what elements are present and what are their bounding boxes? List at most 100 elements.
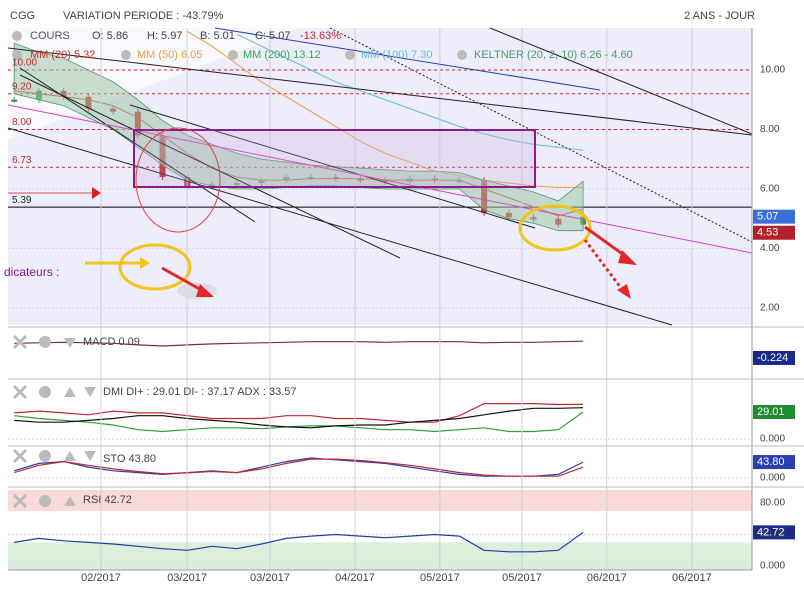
price-tag-label: 43.80 [757, 456, 785, 468]
gear-icon[interactable] [39, 386, 51, 398]
trend-line [129, 104, 536, 229]
drawings [7, 27, 804, 571]
quote-high: H: 5.97 [147, 30, 182, 42]
x-tick-label: 02/2017 [81, 572, 121, 584]
gear-icon[interactable] [39, 336, 51, 348]
price-tag [753, 350, 795, 365]
down-icon[interactable] [84, 387, 96, 397]
gear-icon[interactable] [39, 495, 51, 507]
y-tick-label: 10.00 [760, 65, 785, 76]
trend-line-blue [214, 27, 601, 91]
close-icon[interactable] [12, 384, 28, 400]
y-tick-label: 0.000 [760, 434, 785, 445]
legend-entry: MM (200) 13.12 [243, 49, 321, 61]
arrow-line [584, 225, 629, 260]
trend-line [7, 47, 753, 136]
y-tick-label: 8.00 [760, 124, 780, 135]
price-tag [753, 404, 795, 419]
arrow-head [618, 250, 637, 265]
overbought-zone [8, 490, 752, 511]
arrow-head [617, 284, 631, 299]
arrow-line [161, 266, 206, 294]
y-tick-label: 0.000 [760, 473, 785, 484]
trend-line-pink [7, 104, 753, 254]
series-line [14, 531, 584, 553]
trend-line-dotted [329, 27, 753, 243]
arrow-head [196, 284, 214, 297]
panel-title: STO 43.80 [103, 453, 156, 465]
period[interactable]: 2 ANS - JOUR [684, 10, 755, 22]
series-line [14, 340, 584, 347]
down-icon[interactable] [64, 338, 76, 348]
gear-icon[interactable] [457, 50, 467, 60]
y-tick-label: 2.00 [760, 303, 780, 314]
range-box [133, 129, 536, 188]
up-icon[interactable] [64, 451, 76, 461]
price-tag-label: 29.01 [757, 406, 785, 418]
down-icon[interactable] [84, 451, 96, 461]
close-icon[interactable] [12, 448, 28, 464]
level-label: 5.39 [12, 195, 32, 206]
close-icon[interactable] [12, 493, 28, 509]
price-tag-label: 5.07 [757, 211, 778, 223]
symbol: CGG [10, 10, 35, 22]
oversold-zone [8, 542, 752, 570]
up-icon[interactable] [64, 496, 76, 506]
x-tick-label: 03/2017 [250, 572, 290, 584]
quote-change: -13.63% [300, 30, 341, 42]
trend-line [489, 27, 753, 135]
x-tick-label: 05/2017 [502, 572, 542, 584]
gear-icon[interactable] [39, 450, 51, 462]
series-line [236, 33, 584, 151]
quote-close: C: 5.07 [255, 30, 290, 42]
series-line [14, 403, 584, 423]
gear-icon[interactable] [12, 50, 22, 60]
panel-title: MACD 0.09 [83, 336, 140, 348]
panel-title: RSI 42.72 [83, 494, 132, 506]
x-tick-label: 03/2017 [167, 572, 207, 584]
panel-icons [12, 31, 467, 509]
y-tick-label: 0.000 [760, 561, 785, 572]
price-tag-label: -0.224 [757, 352, 788, 364]
legend-entry: COURS [30, 30, 70, 42]
series-line [187, 30, 584, 188]
arrow-line-dotted [583, 239, 626, 293]
quote-low: B: 5.01 [200, 30, 235, 42]
candle [11, 99, 18, 102]
price-tag [753, 525, 795, 540]
variation: VARIATION PERIODE : -43.79% [63, 10, 224, 22]
gear-icon[interactable] [12, 31, 22, 41]
level-label: 6.73 [12, 155, 32, 166]
circle [135, 127, 221, 233]
gear-icon[interactable] [228, 50, 238, 60]
legend-entry: MM (20) 5.32 [30, 49, 95, 61]
gear-icon[interactable] [121, 50, 131, 60]
arrow-head [140, 257, 150, 269]
x-tick-label: 05/2017 [420, 572, 460, 584]
series-line [14, 411, 584, 433]
legend-entry: KELTNER (20, 2, 10) 6.26 - 4.60 [474, 49, 633, 61]
level-label: 10.00 [12, 58, 37, 69]
series-line [14, 407, 584, 429]
x-tick-label: 06/2017 [587, 572, 627, 584]
circle [118, 243, 192, 291]
series-line [14, 458, 584, 477]
gear-icon[interactable] [345, 50, 355, 60]
series-line [14, 457, 584, 477]
quote-open: O: 5.86 [92, 30, 128, 42]
legend-entry: MM (50) 6.05 [137, 49, 202, 61]
price-tag-label: 42.72 [757, 526, 785, 538]
circle [518, 204, 592, 252]
price-tag [753, 209, 795, 224]
y-tick-label: 40.00 [760, 529, 785, 540]
price-tag [753, 225, 795, 240]
price-tag-label: 4.53 [757, 227, 778, 239]
trend-line [7, 127, 673, 326]
close-icon[interactable] [12, 334, 28, 350]
trend-line [19, 74, 401, 259]
y-tick-label: 6.00 [760, 184, 780, 195]
price-tag [753, 455, 795, 470]
up-icon[interactable] [64, 387, 76, 397]
indicators-label: dicateurs : [4, 265, 59, 279]
